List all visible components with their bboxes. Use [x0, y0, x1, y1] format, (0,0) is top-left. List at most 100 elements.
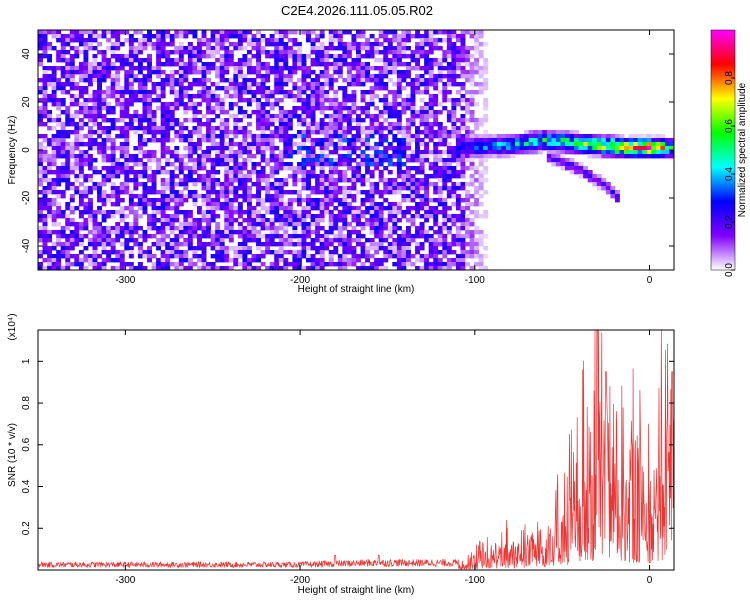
heatmap-cell	[306, 122, 311, 127]
heatmap-cell	[460, 66, 466, 71]
heatmap-cell	[437, 102, 443, 107]
heatmap-cell	[110, 42, 116, 47]
heatmap-cell	[646, 134, 652, 139]
heatmap-cell	[401, 174, 407, 179]
heatmap-cell	[542, 142, 548, 147]
heatmap-cell	[87, 30, 93, 35]
heatmap-cell	[465, 226, 470, 231]
heatmap-cell	[233, 126, 239, 131]
heatmap-cell	[42, 106, 48, 111]
heatmap-cell	[387, 42, 393, 47]
heatmap-cell	[160, 82, 166, 87]
heatmap-cell	[178, 162, 184, 167]
heatmap-cell	[310, 162, 316, 167]
heatmap-cell	[147, 166, 152, 171]
heatmap-cell	[156, 82, 162, 87]
heatmap-cell	[274, 134, 280, 139]
heatmap-cell	[365, 158, 371, 163]
heatmap-cell	[206, 70, 212, 75]
heatmap-cell	[201, 198, 207, 203]
heatmap-cell	[433, 134, 439, 139]
heatmap-cell	[360, 130, 366, 135]
heatmap-cell	[269, 250, 275, 255]
heatmap-cell	[419, 90, 425, 95]
heatmap-cell	[351, 118, 357, 123]
heatmap-cell	[51, 94, 57, 99]
heatmap-cell	[351, 62, 357, 67]
heatmap-cell	[42, 178, 48, 183]
heatmap-cell	[165, 218, 171, 223]
heatmap-cell	[210, 190, 216, 195]
heatmap-cell	[278, 206, 284, 211]
heatmap-cell	[533, 138, 539, 143]
heatmap-cell	[265, 70, 271, 75]
heatmap-cell	[178, 134, 184, 139]
heatmap-cell	[392, 102, 398, 107]
heatmap-cell	[165, 214, 171, 219]
heatmap-cell	[369, 222, 375, 227]
heatmap-cell	[269, 174, 275, 179]
heatmap-cell	[160, 30, 166, 35]
heatmap-cell	[301, 54, 307, 59]
heatmap-cell	[446, 30, 452, 35]
heatmap-cell	[319, 174, 325, 179]
heatmap-cell	[124, 174, 130, 179]
heatmap-cell	[115, 58, 121, 63]
heatmap-cell	[460, 42, 466, 47]
heatmap-cell	[219, 242, 225, 247]
heatmap-cell	[365, 54, 371, 59]
heatmap-cell	[83, 46, 89, 51]
heatmap-cell	[319, 50, 325, 55]
heatmap-cell	[110, 182, 116, 187]
heatmap-cell	[401, 34, 407, 39]
heatmap-cell	[410, 118, 416, 123]
heatmap-cell	[187, 178, 193, 183]
heatmap-cell	[646, 142, 652, 147]
heatmap-cell	[437, 154, 443, 159]
heatmap-cell	[614, 194, 620, 199]
heatmap-cell	[233, 258, 239, 263]
heatmap-cell	[378, 234, 384, 239]
heatmap-cell	[265, 250, 271, 255]
heatmap-cell	[278, 162, 284, 167]
heatmap-cell	[237, 226, 243, 231]
heatmap-cell	[387, 182, 393, 187]
heatmap-cell	[306, 174, 311, 179]
heatmap-cell	[124, 162, 130, 167]
heatmap-cell	[283, 190, 289, 195]
heatmap-cell	[451, 62, 457, 67]
heatmap-cell	[83, 98, 89, 103]
heatmap-cell	[315, 230, 321, 235]
heatmap-cell	[342, 46, 348, 51]
heatmap-cell	[465, 222, 470, 227]
heatmap-cell	[97, 74, 102, 79]
heatmap-cell	[197, 154, 202, 159]
heatmap-cell	[78, 166, 84, 171]
heatmap-cell	[451, 110, 457, 115]
heatmap-cell	[256, 214, 261, 219]
heatmap-cell	[47, 186, 53, 191]
heatmap-cell	[65, 62, 71, 67]
heatmap-cell	[474, 138, 480, 143]
heatmap-cell	[292, 222, 298, 227]
heatmap-cell	[115, 194, 121, 199]
heatmap-cell	[128, 118, 134, 123]
heatmap-cell	[342, 94, 348, 99]
heatmap-cell	[228, 234, 234, 239]
heatmap-cell	[60, 86, 66, 91]
heatmap-cell	[360, 182, 366, 187]
heatmap-cell	[446, 46, 452, 51]
heatmap-cell	[387, 178, 393, 183]
heatmap-cell	[296, 238, 302, 243]
heatmap-cell	[183, 174, 189, 179]
heatmap-cell	[278, 166, 284, 171]
heatmap-cell	[106, 166, 112, 171]
heatmap-cell	[405, 122, 411, 127]
heatmap-cell	[310, 222, 316, 227]
heatmap-cell	[210, 266, 216, 271]
heatmap-cell	[237, 58, 243, 63]
heatmap-cell	[147, 154, 152, 159]
heatmap-cell	[315, 54, 321, 59]
heatmap-cell	[301, 30, 307, 35]
heatmap-cell	[106, 30, 112, 35]
